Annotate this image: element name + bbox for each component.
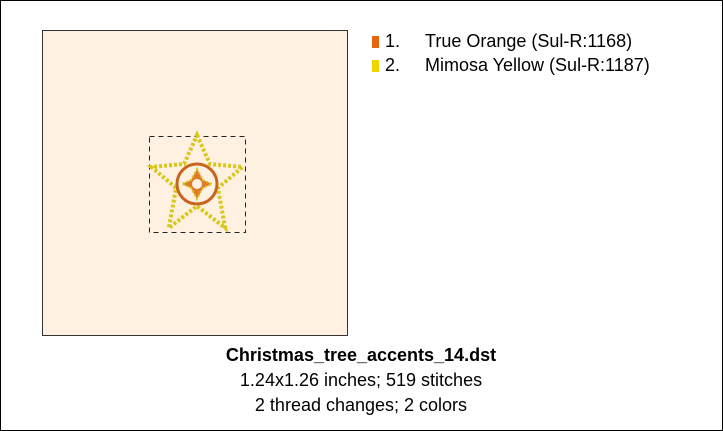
- design-preview-card: 1. True Orange (Sul-R:1168) 2. Mimosa Ye…: [0, 0, 723, 431]
- legend-name: True Orange (Sul-R:1168): [425, 31, 632, 51]
- file-name: Christmas_tree_accents_14.dst: [226, 345, 496, 365]
- file-summary: 2 thread changes; 2 colors: [255, 395, 467, 415]
- legend-name: Mimosa Yellow (Sul-R:1187): [425, 55, 650, 75]
- legend-number: 2.: [385, 55, 400, 75]
- color-swatch: [372, 36, 379, 48]
- star-hole: [192, 179, 202, 189]
- color-swatch: [372, 60, 379, 72]
- file-dimensions: 1.24x1.26 inches; 519 stitches: [240, 370, 482, 390]
- legend-number: 1.: [385, 31, 400, 51]
